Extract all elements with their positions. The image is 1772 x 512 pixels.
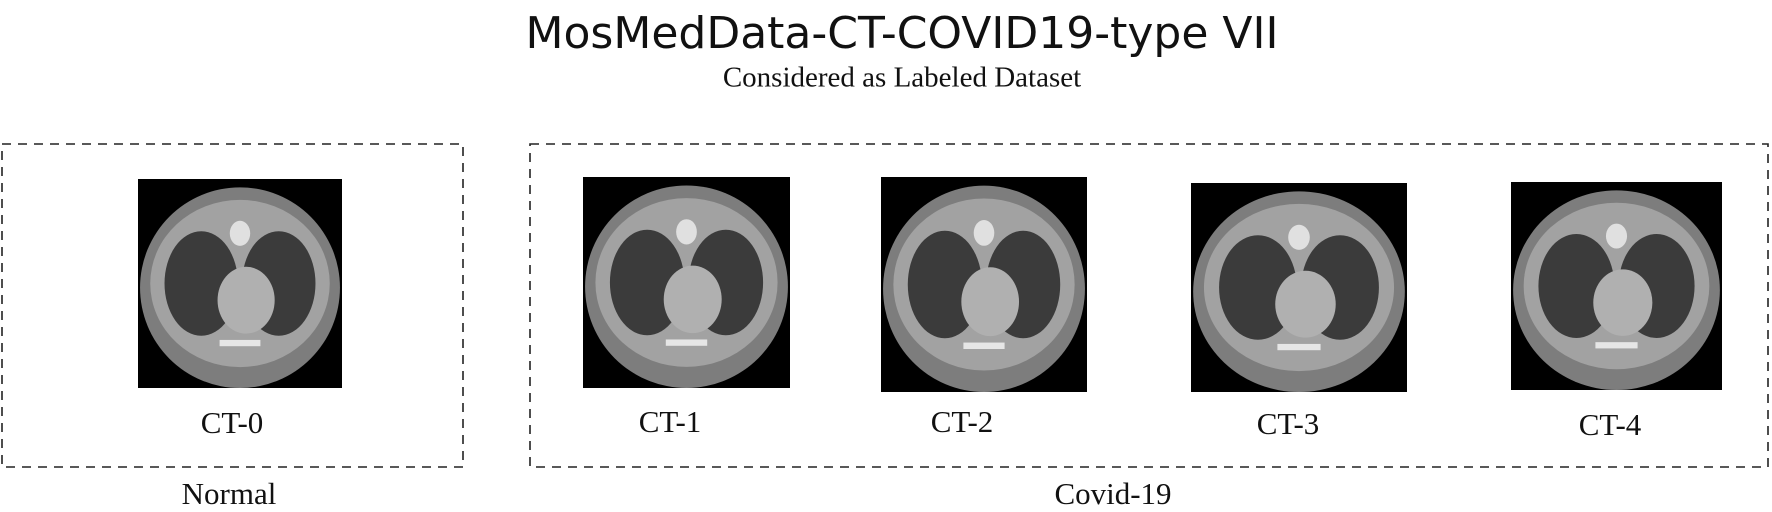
ct-image: [1511, 182, 1722, 390]
ct-image: [138, 179, 342, 388]
ct-image: [583, 177, 790, 388]
image-label: CT-1: [639, 404, 702, 439]
group-box: [529, 143, 1769, 468]
ct-image: [1191, 183, 1407, 392]
title: MosMedData-CT-COVID19-type VII: [526, 8, 1279, 59]
group-box: [1, 143, 464, 468]
subtitle: Considered as Labeled Dataset: [723, 62, 1081, 94]
ct-image: [881, 177, 1087, 392]
group-label: Covid-19: [1054, 476, 1171, 511]
group-label: Normal: [182, 476, 277, 511]
image-label: CT-3: [1257, 406, 1320, 441]
image-label: CT-4: [1579, 407, 1642, 442]
image-label: CT-2: [931, 404, 994, 439]
image-label: CT-0: [201, 405, 264, 440]
